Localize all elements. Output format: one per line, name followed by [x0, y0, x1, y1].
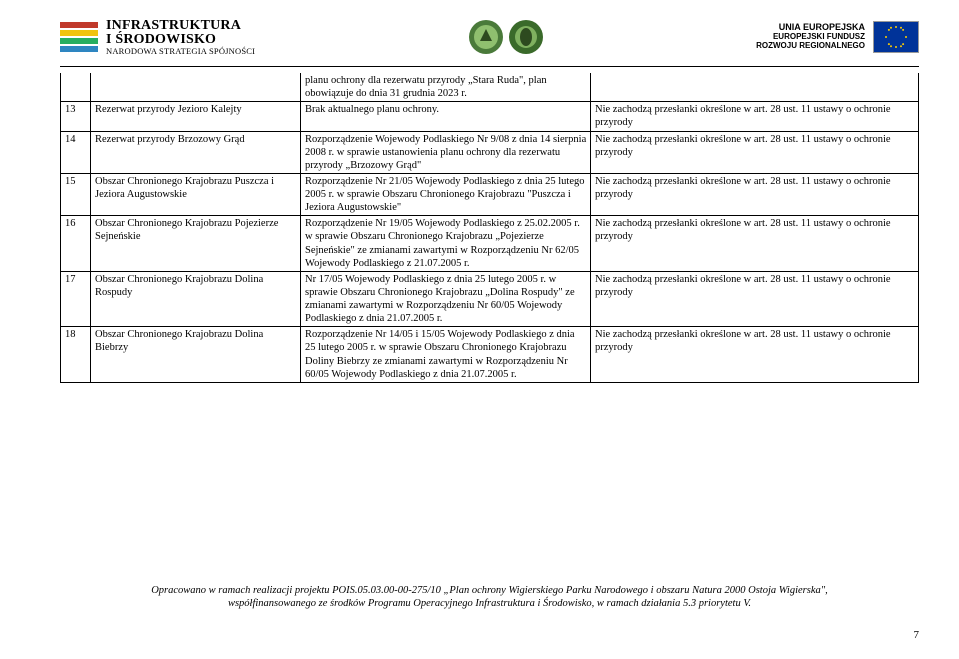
table-row: 17Obszar Chronionego Krajobrazu Dolina R… — [61, 271, 919, 327]
row-name: Obszar Chronionego Krajobrazu Pojezierze… — [91, 216, 301, 272]
row-basis: Rozporządzenie Nr 21/05 Wojewody Podlask… — [301, 173, 591, 215]
eu-flag-icon — [873, 21, 919, 53]
row-remark — [591, 73, 919, 102]
pois-title-2: I ŚRODOWISKO — [106, 33, 255, 47]
row-basis: Rozporządzenie Nr 14/05 i 15/05 Wojewody… — [301, 327, 591, 383]
row-name: Rezerwat przyrody Jezioro Kalejty — [91, 102, 301, 131]
footer: Opracowano w ramach realizacji projektu … — [60, 584, 919, 611]
pois-logo-icon — [60, 18, 98, 56]
pois-band-yellow — [60, 30, 98, 36]
row-basis: Rozporządzenie Nr 19/05 Wojewody Podlask… — [301, 216, 591, 272]
row-name: Obszar Chronionego Krajobrazu Dolina Ros… — [91, 271, 301, 327]
row-num: 16 — [61, 216, 91, 272]
table-row: 16Obszar Chronionego Krajobrazu Pojezier… — [61, 216, 919, 272]
row-num: 13 — [61, 102, 91, 131]
row-name: Rezerwat przyrody Brzozowy Grąd — [91, 131, 301, 173]
pois-text: INFRASTRUKTURA I ŚRODOWISKO NARODOWA STR… — [106, 19, 255, 56]
row-basis: Brak aktualnego planu ochrony. — [301, 102, 591, 131]
eu-text: UNIA EUROPEJSKA EUROPEJSKI FUNDUSZ ROZWO… — [756, 23, 865, 50]
pois-subtitle: NARODOWA STRATEGIA SPÓJNOŚCI — [106, 47, 255, 56]
row-num: 18 — [61, 327, 91, 383]
row-num: 15 — [61, 173, 91, 215]
row-basis: planu ochrony dla rezerwatu przyrody „St… — [301, 73, 591, 102]
table-row: 18Obszar Chronionego Krajobrazu Dolina B… — [61, 327, 919, 383]
row-name: Obszar Chronionego Krajobrazu Puszcza i … — [91, 173, 301, 215]
row-num: 14 — [61, 131, 91, 173]
row-basis: Rozporządzenie Wojewody Podlaskiego Nr 9… — [301, 131, 591, 173]
data-table: planu ochrony dla rezerwatu przyrody „St… — [60, 73, 919, 383]
pois-title-1: INFRASTRUKTURA — [106, 19, 255, 33]
row-remark: Nie zachodzą przesłanki określone w art.… — [591, 216, 919, 272]
pois-band-blue — [60, 46, 98, 52]
footer-line1: Opracowano w ramach realizacji projektu … — [151, 585, 828, 596]
row-remark: Nie zachodzą przesłanki określone w art.… — [591, 327, 919, 383]
row-remark: Nie zachodzą przesłanki określone w art.… — [591, 131, 919, 173]
header-center — [468, 19, 544, 55]
pois-band-green — [60, 38, 98, 44]
table-row: 13Rezerwat przyrody Jezioro KalejtyBrak … — [61, 102, 919, 131]
row-remark: Nie zachodzą przesłanki określone w art.… — [591, 271, 919, 327]
pois-band-red — [60, 22, 98, 28]
row-remark: Nie zachodzą przesłanki określone w art.… — [591, 102, 919, 131]
eu-line3: ROZWOJU REGIONALNEGO — [756, 42, 865, 51]
page-number: 7 — [914, 629, 920, 641]
table-row: 15Obszar Chronionego Krajobrazu Puszcza … — [61, 173, 919, 215]
park-logo-icon — [468, 19, 504, 55]
page-header: INFRASTRUKTURA I ŚRODOWISKO NARODOWA STR… — [60, 18, 919, 56]
row-num — [61, 73, 91, 102]
header-right: UNIA EUROPEJSKA EUROPEJSKI FUNDUSZ ROZWO… — [756, 21, 919, 53]
table-row: 14Rezerwat przyrody Brzozowy GrądRozporz… — [61, 131, 919, 173]
table-row: planu ochrony dla rezerwatu przyrody „St… — [61, 73, 919, 102]
row-name: Obszar Chronionego Krajobrazu Dolina Bie… — [91, 327, 301, 383]
natura-logo-icon — [508, 19, 544, 55]
row-basis: Nr 17/05 Wojewody Podlaskiego z dnia 25 … — [301, 271, 591, 327]
row-remark: Nie zachodzą przesłanki określone w art.… — [591, 173, 919, 215]
row-name — [91, 73, 301, 102]
header-divider — [60, 66, 919, 67]
footer-line2: współfinansowanego ze środków Programu O… — [228, 598, 751, 609]
row-num: 17 — [61, 271, 91, 327]
header-left: INFRASTRUKTURA I ŚRODOWISKO NARODOWA STR… — [60, 18, 255, 56]
